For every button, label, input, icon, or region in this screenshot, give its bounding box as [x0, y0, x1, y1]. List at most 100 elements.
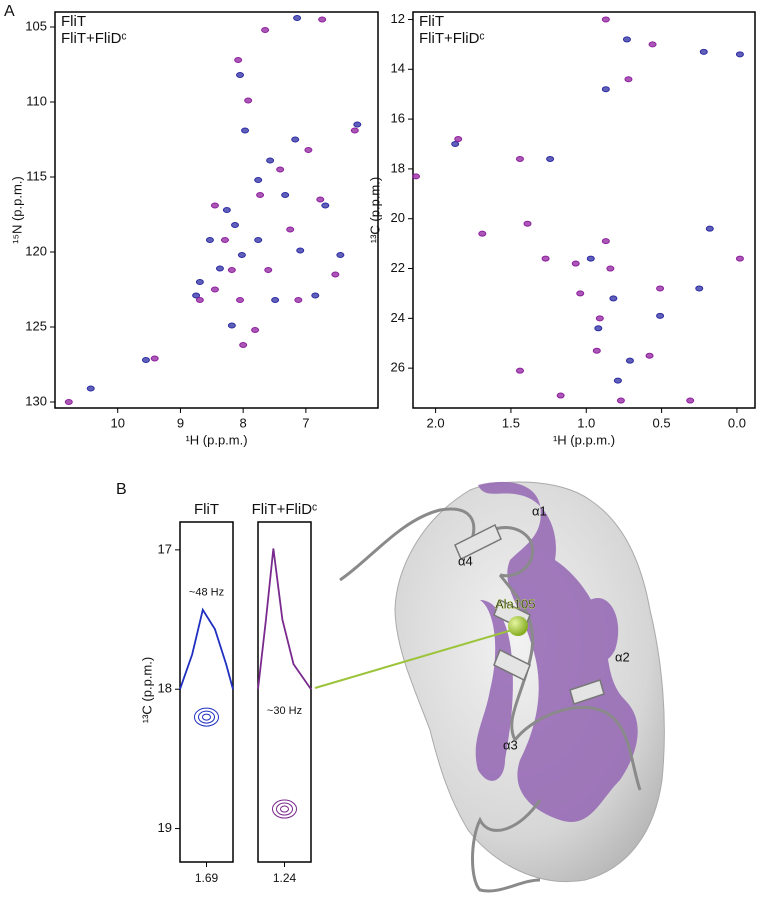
nmr-peak	[236, 297, 245, 303]
x-tick-label: 8	[240, 415, 247, 430]
nmr-peak	[613, 377, 622, 384]
nmr-peak	[571, 260, 580, 267]
y-tick-label: 110	[26, 93, 47, 108]
nmr-peak	[616, 397, 625, 404]
nmr-peak	[601, 16, 610, 23]
nmr-peak	[645, 352, 654, 359]
nmr-peak	[231, 222, 240, 228]
nmr-peak	[331, 271, 340, 278]
nmr-peak	[705, 225, 714, 232]
y-tick-label: 19	[158, 820, 172, 835]
x-tick-label: 9	[177, 415, 184, 430]
legend-entry: FliT	[61, 13, 86, 30]
trace-line	[179, 607, 234, 690]
nmr-peak	[256, 192, 265, 198]
nmr-peak	[254, 237, 263, 243]
y-tick-label: 17	[158, 541, 172, 556]
nmr-peak	[454, 136, 463, 143]
nmr-peak	[234, 57, 243, 63]
nmr-peak	[321, 202, 330, 209]
y-tick-label: 14	[391, 61, 405, 76]
contour-peak	[194, 707, 219, 727]
nmr-peak	[311, 292, 320, 299]
nmr-peak	[220, 237, 229, 243]
nmr-peak	[695, 285, 704, 292]
y-tick-label: 120	[25, 243, 47, 258]
nmr-peak	[515, 367, 524, 374]
y-tick-label: 130	[25, 393, 47, 408]
nmr-peak	[271, 297, 280, 303]
nmr-peak	[261, 27, 270, 33]
nmr-peak	[595, 315, 604, 322]
nmr-peak	[251, 327, 260, 333]
contour-peak	[272, 799, 297, 819]
y-axis-label: ¹⁵N (p.p.m.)	[9, 176, 24, 244]
helix-label: α4	[458, 553, 473, 568]
helix-label: α1	[532, 503, 547, 518]
panel-label: A	[4, 3, 15, 20]
plot-frame	[257, 521, 312, 863]
nmr-peak	[594, 325, 603, 332]
nmr-peak	[239, 342, 248, 348]
nmr-peak	[244, 97, 253, 104]
nmr-peak	[624, 76, 633, 83]
linewidth-label: ~48 Hz	[189, 587, 224, 599]
legend-entry: FliT+FliDᶜ	[419, 30, 485, 47]
nmr-peak	[515, 155, 524, 162]
nmr-peak	[451, 141, 460, 147]
nmr-peak	[625, 357, 634, 364]
nmr-peak	[210, 286, 219, 293]
nmr-peak	[478, 230, 487, 237]
x-tick-label: 7	[302, 415, 309, 430]
nmr-peak	[254, 177, 263, 183]
nmr-peak	[236, 72, 245, 78]
x-tick-label: 10	[110, 415, 124, 430]
x-tick-label: 2.0	[427, 415, 445, 430]
x-tick-label: 1.0	[577, 415, 595, 430]
nmr-peak	[546, 155, 555, 162]
nmr-peak	[264, 267, 273, 273]
nmr-peak	[266, 157, 275, 164]
nmr-peak	[296, 247, 305, 254]
helix-label: α3	[503, 737, 518, 752]
nmr-peak	[412, 173, 421, 180]
y-tick-label: 125	[25, 318, 47, 333]
nmr-peak	[656, 285, 665, 292]
nmr-peak	[592, 347, 601, 354]
nmr-peak	[350, 127, 359, 134]
nmr-peak	[353, 121, 362, 128]
contour-peak	[280, 805, 289, 813]
nmr-peak	[150, 355, 159, 362]
y-axis-label: ¹³C (p.p.m.)	[367, 177, 382, 243]
nmr-peak	[294, 297, 303, 303]
y-tick-label: 105	[25, 18, 47, 33]
nmr-peak	[276, 166, 285, 173]
plot-frame	[412, 11, 756, 409]
nmr-peak	[210, 202, 219, 209]
protein-structure	[314, 481, 665, 893]
x-tick-label: 0.5	[653, 415, 671, 430]
legend-entry: FliT+FliDᶜ	[61, 30, 127, 47]
nmr-peak	[609, 295, 618, 302]
x-tick-label: 1.5	[502, 415, 520, 430]
x-tick-label: 0.0	[728, 415, 746, 430]
nmr-peak	[601, 86, 610, 93]
panel-title: FliT	[194, 501, 219, 518]
nmr-peak	[237, 252, 246, 258]
nmr-peak	[141, 357, 150, 363]
linewidth-label: ~30 Hz	[267, 705, 302, 717]
helix-label: α2	[615, 649, 630, 664]
nmr-peak	[195, 279, 204, 285]
nmr-peak	[316, 196, 325, 203]
nmr-peak	[205, 237, 214, 243]
nmr-peak	[648, 41, 657, 48]
x-tick-label: 1.24	[273, 871, 297, 885]
nmr-peak	[586, 255, 595, 262]
contour-peak	[202, 713, 211, 721]
nmr-peak	[606, 265, 615, 272]
nmr-peak	[222, 207, 231, 213]
nmr-peak	[656, 312, 665, 319]
nmr-peak	[686, 397, 695, 404]
nmr-peak	[523, 220, 532, 227]
